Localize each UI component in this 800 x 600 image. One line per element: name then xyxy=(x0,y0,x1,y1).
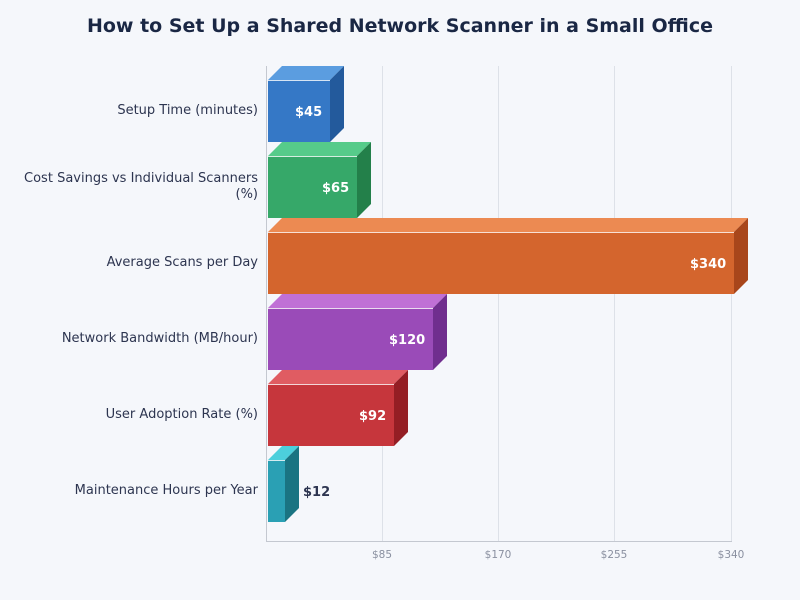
bar-user-adoption[interactable] xyxy=(268,370,408,446)
bar-cost-savings[interactable] xyxy=(268,142,371,218)
chart-title: How to Set Up a Shared Network Scanner i… xyxy=(86,15,714,37)
value-label: $340 xyxy=(690,257,727,272)
bar-setup-time[interactable] xyxy=(268,66,344,142)
value-label: $120 xyxy=(389,333,426,348)
category-label-line: (%) xyxy=(235,187,259,202)
bar-average-scans[interactable] xyxy=(268,218,748,294)
x-tick-label: $170 xyxy=(484,549,512,561)
category-label: Maintenance Hours per Year xyxy=(74,483,258,498)
y-axis xyxy=(266,66,267,542)
value-label: $45 xyxy=(295,105,323,120)
category-label-line: Cost Savings vs Individual Scanners xyxy=(24,171,258,186)
x-tick-label: $255 xyxy=(600,549,628,561)
category-label: Network Bandwidth (MB/hour) xyxy=(61,331,258,346)
value-label: $92 xyxy=(359,409,387,424)
category-label: Cost Savings vs Individual Scanners (%) xyxy=(8,171,258,203)
gridline xyxy=(614,66,615,541)
value-label: $65 xyxy=(322,181,350,196)
bar-network-bandwidth[interactable] xyxy=(268,294,447,370)
value-label: $12 xyxy=(303,485,331,500)
category-label: Average Scans per Day xyxy=(106,255,258,270)
category-label: Setup Time (minutes) xyxy=(117,103,258,118)
x-axis xyxy=(266,541,732,542)
gridline xyxy=(731,66,732,541)
x-tick-label: $85 xyxy=(371,549,393,561)
gridline xyxy=(498,66,499,541)
category-label: User Adoption Rate (%) xyxy=(105,407,258,422)
bar-maintenance-hours[interactable] xyxy=(268,446,299,522)
x-tick-label: $340 xyxy=(717,549,745,561)
